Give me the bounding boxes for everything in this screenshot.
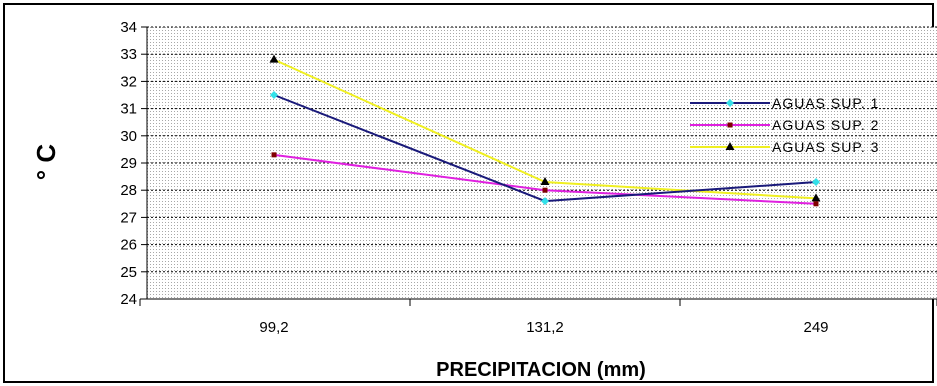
data-point (271, 152, 277, 158)
legend-label: AGUAS SUP. 1 (772, 95, 879, 111)
legend: AGUAS SUP. 1 AGUAS SUP. 2 AGUAS SUP. 3 (690, 95, 879, 155)
legend-label: AGUAS SUP. 2 (772, 117, 879, 133)
plot-area (147, 27, 937, 299)
y-tick-label: 26 (120, 237, 137, 254)
axes (139, 26, 937, 306)
legend-label: AGUAS SUP. 3 (772, 139, 879, 155)
x-tick-labels: 99,2 131,2 249 (259, 319, 828, 336)
y-tick-label: 34 (120, 19, 137, 36)
x-tick-label: 131,2 (526, 319, 564, 336)
data-point (542, 187, 548, 193)
data-point (811, 193, 821, 202)
legend-marker (727, 122, 733, 128)
x-tick-label: 99,2 (259, 319, 288, 336)
x-axis-title: PRECIPITACION (mm) (436, 359, 646, 381)
data-point (270, 91, 278, 99)
legend-marker (726, 99, 734, 107)
y-tick-label: 32 (120, 73, 137, 90)
data-point (812, 178, 820, 187)
data-point (269, 54, 279, 63)
y-tick-label: 30 (120, 128, 137, 145)
legend-marker (725, 142, 735, 150)
data-point (813, 201, 819, 207)
series-lines (269, 54, 821, 207)
data-point (540, 177, 550, 186)
y-tick-labels: 24 25 26 27 28 29 30 31 32 33 34 (120, 19, 137, 308)
x-tick-label: 249 (803, 319, 828, 336)
data-point (541, 197, 549, 206)
y-tick-label: 27 (120, 209, 137, 226)
y-tick-label: 28 (120, 182, 137, 199)
y-tick-label: 24 (120, 291, 137, 308)
y-tick-label: 29 (120, 155, 137, 172)
y-tick-label: 31 (120, 101, 137, 118)
y-tick-label: 33 (120, 46, 137, 63)
y-tick-label: 25 (120, 264, 137, 281)
y-axis-title: ° C (31, 144, 61, 181)
